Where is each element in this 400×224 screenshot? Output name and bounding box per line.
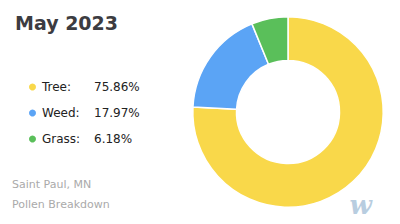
svg-text:Weed:: Weed: [42,106,80,120]
svg-text:w: w [350,190,374,220]
svg-text:May 2023: May 2023 [15,12,118,34]
svg-text:Saint Paul, MN: Saint Paul, MN [12,178,91,191]
svg-text:Tree:: Tree: [41,80,71,94]
svg-text:Grass:: Grass: [42,132,80,146]
svg-text:17.97%: 17.97% [94,106,140,120]
svg-text:Pollen Breakdown: Pollen Breakdown [12,198,110,211]
svg-text:75.86%: 75.86% [94,80,140,94]
svg-text:6.18%: 6.18% [94,132,132,146]
